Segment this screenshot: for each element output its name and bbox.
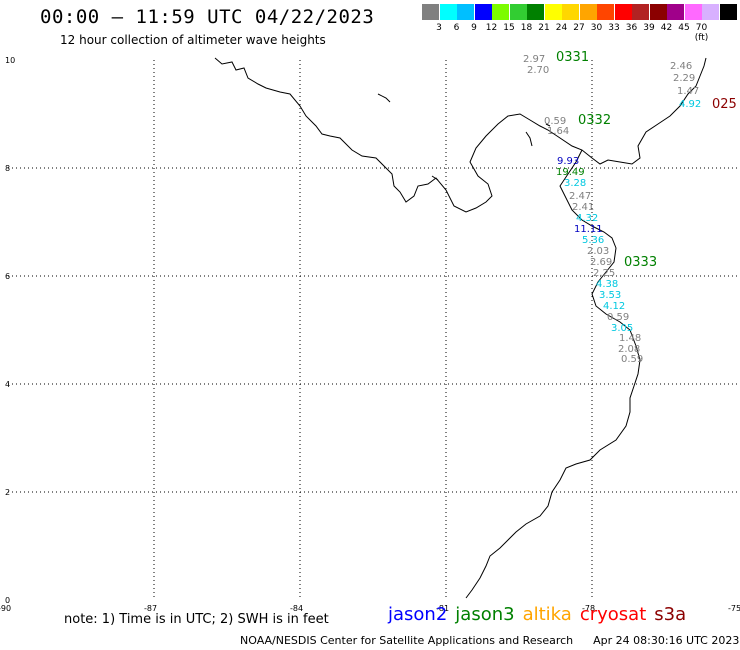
wave-height-value: 0.59 [607,312,629,323]
scale-label: 42 [660,23,673,33]
legend-altika: altika [522,604,572,625]
legend-s3a: s3a [654,604,687,625]
wave-height-value: 3.53 [599,290,621,301]
wave-height-value: 5.36 [582,235,604,246]
wave-height-value: 2.69 [590,257,612,268]
y-tick-label: 8 [5,164,10,173]
scale-label: 3 [436,23,442,33]
x-tick-label: -75 [728,604,740,613]
wave-height-value: 2.70 [527,65,549,76]
coastline-islands [377,93,551,181]
scale-label: 70 (ft) [694,23,709,43]
scale-label: 6 [453,23,460,33]
scale-label: 30 [590,23,603,33]
scale-swatch [597,4,614,20]
track-labels: 0331 0332 0333 025 2.972.70 2.462.29 1.47 4.92 0… [523,50,737,365]
wave-height-value: 1.64 [547,126,569,137]
wave-height-value: 3.05 [611,323,633,334]
scale-label: 18 [520,23,533,33]
legend-cryosat: cryosat [579,604,647,625]
legend-jason3: jason3 [455,604,515,625]
x-tick-label: -90 [0,604,11,613]
scale-label: 9 [471,23,477,33]
wave-height-value: 4.38 [596,279,618,290]
scale-swatch [474,4,492,20]
wave-height-value: 4.12 [603,301,625,312]
map-grid: -90 -87 -84 -81 -78 -75 10 8 6 4 2 0 [0,56,740,613]
scale-label: 15 [503,23,515,33]
scale-swatch [667,4,684,20]
scale-label: 39 [643,23,655,33]
coastline-north [214,57,707,213]
wave-height-value: 2.25 [593,268,615,279]
credit-line: NOAA/NESDIS Center for Satellite Applica… [240,634,739,647]
scale-swatch [632,4,649,20]
wave-height-value: 0.59 [621,354,643,365]
coastline [214,57,707,599]
scale-swatch [702,4,719,20]
satellite-legend: jason2 jason3 altika cryosat s3a [388,604,694,625]
y-tick-label: 6 [5,272,10,281]
wave-height-value: 4.92 [679,99,701,110]
wave-height-value: 9.93 [557,156,579,167]
scale-label: 12 [485,23,498,33]
scale-swatch [544,4,562,20]
scale-swatch [579,4,597,20]
pass-time-label: 0331 [556,50,589,65]
scale-swatch [719,4,737,20]
wave-height-value: 2.08 [618,344,640,355]
scale-swatch [649,4,667,20]
scale-swatch [562,4,579,20]
coastline-south [465,149,641,599]
wave-height-value: 11.11 [574,224,603,235]
x-tick-label: -81 [436,604,449,613]
x-tick-label: -87 [144,604,157,613]
legend-jason2: jason2 [388,604,448,625]
x-tick-label: -84 [290,604,303,613]
scale-label: 45 [678,23,690,33]
wave-height-value: 2.03 [587,246,609,257]
x-tick-label: -78 [582,604,595,613]
wave-height-value: 2.46 [670,61,692,72]
wave-height-value: 2.29 [673,73,695,84]
wave-height-value: 19.49 [556,167,585,178]
scale-swatch [684,4,702,20]
scale-swatch [439,4,457,20]
scale-label: 36 [625,23,638,33]
scale-swatch [492,4,509,20]
map-title: 00:00 – 11:59 UTC 04/22/2023 [40,6,375,28]
pass-time-label: 0333 [624,255,657,270]
y-tick-label: 10 [5,56,15,65]
wave-height-value: 3.28 [564,178,586,189]
y-tick-label: 2 [5,488,10,497]
scale-label: 21 [538,23,550,33]
credit-date: Apr 24 08:30:16 UTC 2023 [593,634,740,647]
wave-height-value: 2.97 [523,54,545,65]
pass-time-label: 025 [712,97,737,112]
wave-height-value: 1.48 [619,333,641,344]
scale-label: 33 [608,23,620,33]
scale-label: 24 [555,23,568,33]
credit-org: NOAA/NESDIS Center for Satellite Applica… [240,634,574,647]
wave-height-value: 2.47 [569,191,591,202]
scale-swatch [457,4,474,20]
scale-swatch [509,4,527,20]
footnote: note: 1) Time is in UTC; 2) SWH is in fe… [64,612,329,627]
scale-swatch [422,4,439,20]
y-tick-label: 4 [5,380,10,389]
y-tick-label: 0 [5,596,10,605]
wave-height-value: 0.59 [544,116,566,127]
scale-label: 27 [573,23,585,33]
wave-height-value: 2.41 [572,202,594,213]
pass-time-label: 0332 [578,113,611,128]
wave-height-value: 1.47 [677,86,699,97]
scale-swatch [527,4,544,20]
scale-swatch [614,4,632,20]
map-subtitle: 12 hour collection of altimeter wave hei… [60,33,326,47]
wave-height-value: 4.32 [576,213,598,224]
